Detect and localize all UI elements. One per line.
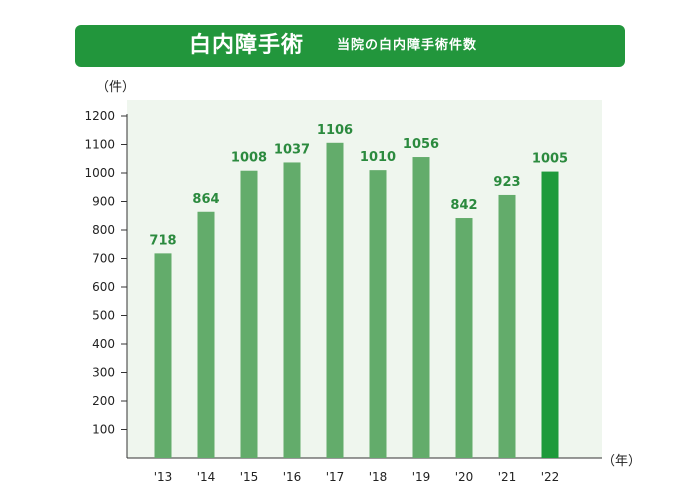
bar[interactable] bbox=[240, 170, 258, 458]
y-tick-label: 700 bbox=[92, 252, 115, 266]
bar-value-label: 718 bbox=[149, 233, 176, 248]
chart-title: 白内障手術 bbox=[189, 33, 305, 58]
chart-header-banner: 白内障手術 当院の白内障手術件数 bbox=[75, 25, 625, 67]
bar[interactable] bbox=[412, 157, 430, 459]
y-tick-label: 200 bbox=[92, 394, 115, 408]
y-tick-label: 800 bbox=[92, 223, 115, 237]
bar[interactable] bbox=[154, 253, 172, 458]
y-tick-label: 1000 bbox=[84, 166, 115, 180]
bar-value-label: 1010 bbox=[360, 150, 396, 165]
x-tick-label: '14 bbox=[197, 470, 216, 484]
x-tick-label: '16 bbox=[283, 470, 302, 484]
bar[interactable] bbox=[283, 162, 301, 458]
bar-value-label: 1037 bbox=[274, 142, 310, 157]
y-axis-label: （件） bbox=[96, 80, 135, 95]
y-tick-label: 600 bbox=[92, 280, 115, 294]
y-tick-label: 100 bbox=[92, 423, 115, 437]
bar-value-label: 923 bbox=[493, 175, 520, 190]
x-tick-label: '19 bbox=[412, 470, 431, 484]
bar[interactable] bbox=[197, 211, 215, 458]
x-tick-label: '21 bbox=[498, 470, 517, 484]
bar[interactable] bbox=[498, 194, 516, 458]
x-tick-label: '20 bbox=[455, 470, 474, 484]
bar[interactable] bbox=[369, 170, 387, 458]
bar-value-label: 842 bbox=[450, 198, 477, 213]
chart-subtitle: 当院の白内障手術件数 bbox=[337, 38, 478, 53]
x-axis-label: （年） bbox=[602, 454, 641, 469]
bar-value-label: 1106 bbox=[317, 123, 353, 138]
y-tick-label: 900 bbox=[92, 195, 115, 209]
bar[interactable] bbox=[326, 142, 344, 459]
y-tick-label: 1100 bbox=[84, 138, 115, 152]
bar[interactable] bbox=[541, 171, 559, 458]
y-tick-label: 1200 bbox=[84, 109, 115, 123]
bar[interactable] bbox=[455, 218, 473, 458]
bar-value-label: 864 bbox=[192, 192, 219, 207]
x-tick-label: '15 bbox=[240, 470, 259, 484]
x-tick-label: '22 bbox=[541, 470, 560, 484]
y-tick-label: 400 bbox=[92, 337, 115, 351]
y-tick-label: 500 bbox=[92, 309, 115, 323]
x-tick-label: '17 bbox=[326, 470, 345, 484]
bar-value-label: 1056 bbox=[403, 137, 439, 152]
x-tick-label: '13 bbox=[154, 470, 173, 484]
bar-value-label: 1005 bbox=[532, 152, 568, 167]
bar-value-label: 1008 bbox=[231, 151, 267, 166]
x-tick-label: '18 bbox=[369, 470, 388, 484]
y-tick-label: 300 bbox=[92, 366, 115, 380]
